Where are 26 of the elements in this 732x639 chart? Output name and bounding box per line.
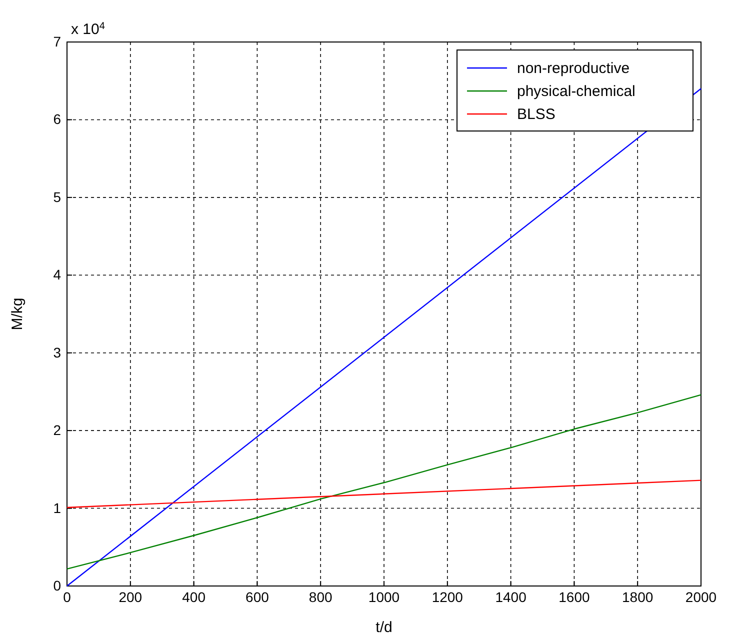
- x-tick-label: 400: [182, 588, 206, 605]
- x-axis-title: t/d: [376, 619, 392, 636]
- y-tick-label: 5: [53, 188, 62, 205]
- y-tick-label: 2: [53, 422, 62, 438]
- x-tick-label: 1800: [622, 588, 654, 605]
- legend-label: non-reproductive: [517, 60, 630, 77]
- line-series: [66, 394, 702, 570]
- x-tick-label: 0: [63, 588, 72, 605]
- y-tick-label: 7: [53, 33, 62, 50]
- x-tick-label: 1000: [368, 588, 400, 605]
- x-tick-label: 600: [246, 588, 270, 605]
- y-tick-label: 4: [53, 266, 62, 283]
- x-tick-label: 800: [308, 588, 332, 605]
- x-tick-label: 200: [118, 588, 142, 605]
- x-tick-label: 1400: [495, 588, 527, 605]
- y-tick-label: 1: [53, 500, 62, 516]
- legend-label: physical-chemical: [517, 83, 636, 100]
- y-tick-label: 3: [53, 344, 62, 360]
- legend-label: BLSS: [517, 106, 556, 123]
- y-tick-label: 6: [53, 111, 62, 128]
- y-tick-label: 0: [53, 577, 62, 594]
- y-axis-title: M/kg: [9, 298, 26, 330]
- text: x 10$^{4}$: [71, 20, 106, 38]
- x-tick-label: 1600: [558, 588, 590, 605]
- x-tick-label: 1200: [432, 588, 464, 605]
- x-tick-label: 2000: [685, 588, 717, 605]
